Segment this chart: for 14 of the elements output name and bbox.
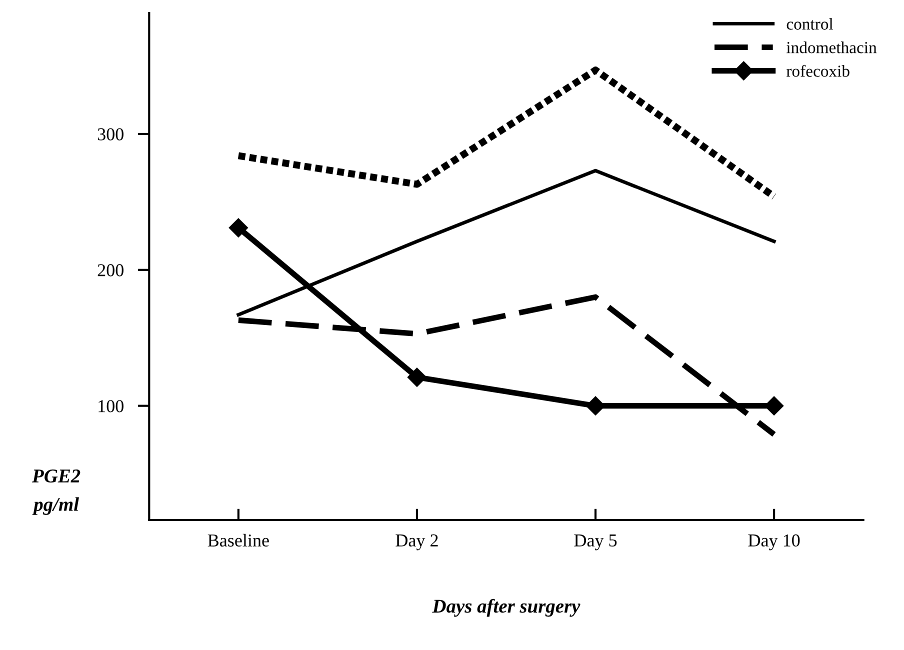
x-tick-label: Baseline — [208, 534, 269, 547]
x-axis-title: Days after surgery — [432, 598, 580, 617]
y-tick-label: 300 — [98, 128, 124, 140]
x-tick-label: Day 2 — [396, 534, 438, 550]
x-tick-label: Day 10 — [748, 534, 800, 550]
legend-label: control — [786, 18, 834, 30]
legend-label: rofecoxib — [786, 64, 850, 77]
y-axis-title: PGE2 pg/ml — [32, 469, 80, 515]
y-tick-label: 100 — [98, 400, 124, 412]
x-tick-label: Day 5 — [574, 534, 617, 550]
legend-label: indomethacin — [786, 42, 877, 54]
point — [228, 218, 248, 238]
y-tick-label: 200 — [98, 264, 124, 276]
point — [407, 368, 427, 387]
